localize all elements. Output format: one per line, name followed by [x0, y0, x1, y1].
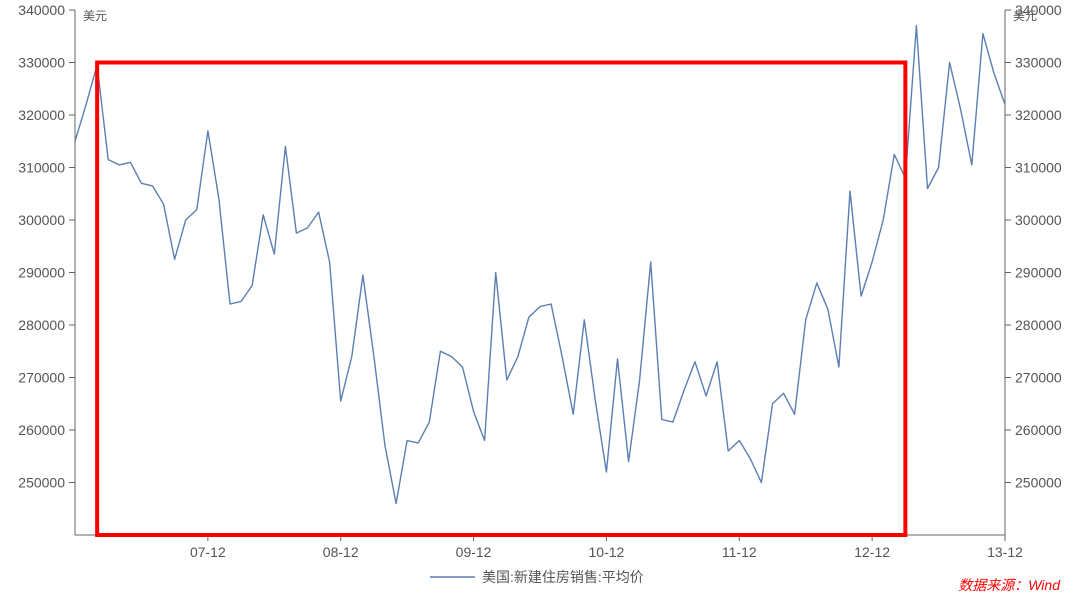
- xtick-label: 10-12: [589, 544, 625, 560]
- legend-label: 美国:新建住房销售:平均价: [482, 569, 644, 585]
- ytick-label-left: 280000: [18, 317, 65, 333]
- ytick-label-left: 310000: [18, 160, 65, 176]
- ytick-label-left: 330000: [18, 55, 65, 71]
- xtick-label: 07-12: [190, 544, 226, 560]
- ytick-label-left: 250000: [18, 475, 65, 491]
- chart-container: 250000 250000 260000 260000 270000 270000 2800…: [0, 0, 1080, 603]
- ytick-label-right: 290000: [1015, 265, 1062, 281]
- ytick-label-left: 260000: [18, 422, 65, 438]
- ytick-label-left: 320000: [18, 107, 65, 123]
- unit-label-right: 美元: [1013, 9, 1037, 23]
- ytick-label-right: 280000: [1015, 317, 1062, 333]
- xtick-label: 09-12: [456, 544, 492, 560]
- ytick-label-right: 260000: [1015, 422, 1062, 438]
- ytick-label-right: 270000: [1015, 370, 1062, 386]
- xtick-label: 13-12: [987, 544, 1023, 560]
- ytick-label-left: 340000: [18, 2, 65, 18]
- ytick-label-left: 290000: [18, 265, 65, 281]
- source-note: 数据来源：Wind: [958, 575, 1060, 595]
- ytick-label-right: 330000: [1015, 55, 1062, 71]
- ytick-label-left: 270000: [18, 370, 65, 386]
- ytick-label-right: 320000: [1015, 107, 1062, 123]
- source-text: 数据来源：Wind: [958, 577, 1060, 593]
- ytick-label-right: 250000: [1015, 475, 1062, 491]
- ytick-label-right: 310000: [1015, 160, 1062, 176]
- xtick-label: 11-12: [722, 544, 757, 560]
- ytick-label-left: 300000: [18, 212, 65, 228]
- xtick-label: 08-12: [323, 544, 359, 560]
- ytick-label-right: 300000: [1015, 212, 1062, 228]
- chart-svg: 250000 250000 260000 260000 270000 270000 2800…: [0, 0, 1080, 603]
- xtick-label: 12-12: [854, 544, 890, 560]
- unit-label-left: 美元: [83, 9, 107, 23]
- chart-bg: [0, 0, 1080, 603]
